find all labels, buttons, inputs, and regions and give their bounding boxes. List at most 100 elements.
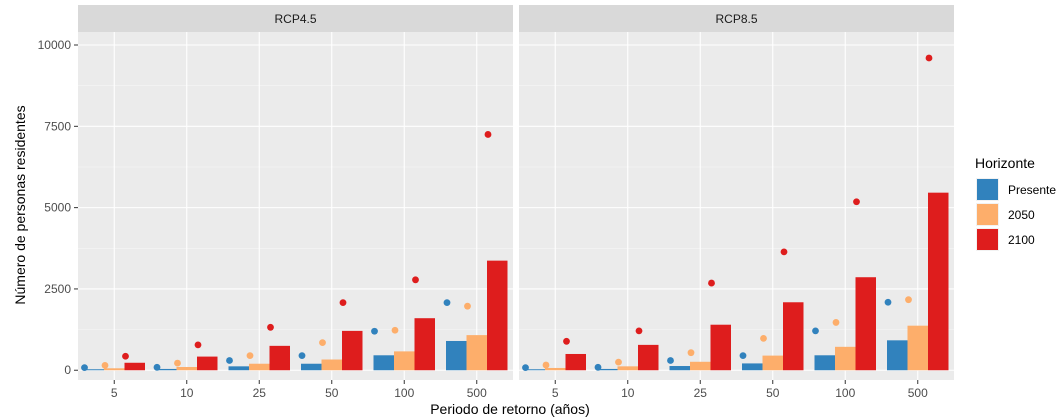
legend-label: 2100 xyxy=(1008,233,1035,247)
bar xyxy=(342,330,363,371)
point xyxy=(522,364,529,372)
point xyxy=(563,337,570,345)
point xyxy=(853,198,860,206)
bar xyxy=(617,366,638,371)
legend-key xyxy=(977,204,998,225)
legend-key xyxy=(977,179,998,200)
point xyxy=(81,364,88,372)
y-tick-label: 0 xyxy=(64,363,71,377)
y-tick-label: 2500 xyxy=(44,282,71,296)
bar xyxy=(545,367,566,371)
bar xyxy=(321,359,342,371)
bar xyxy=(814,355,835,371)
bar xyxy=(269,345,290,371)
bar xyxy=(638,344,659,371)
bar xyxy=(446,340,467,371)
y-tick-label: 5000 xyxy=(44,201,71,215)
bar xyxy=(197,356,218,371)
bar xyxy=(156,368,177,371)
point xyxy=(812,327,819,335)
bar xyxy=(487,260,508,371)
bar xyxy=(104,368,125,371)
y-tick-label: 10000 xyxy=(38,38,72,52)
bar xyxy=(373,355,394,371)
point xyxy=(298,352,306,360)
bar xyxy=(176,366,197,371)
bar xyxy=(301,363,322,371)
point xyxy=(832,319,840,326)
point xyxy=(739,352,747,360)
x-tick-label: 5 xyxy=(552,386,559,400)
x-tick-label: 100 xyxy=(394,386,414,400)
bar xyxy=(249,363,270,371)
legend-title: Horizonte xyxy=(975,155,1035,171)
x-tick-label: 5 xyxy=(111,386,118,400)
bar xyxy=(394,351,415,371)
bar xyxy=(907,325,928,371)
bar xyxy=(524,369,545,371)
point xyxy=(884,298,892,306)
bar xyxy=(669,366,690,371)
panel-title: RCP4.5 xyxy=(274,12,316,26)
bar xyxy=(887,340,908,371)
x-tick-label: 10 xyxy=(621,386,635,400)
x-tick-label: 10 xyxy=(180,386,194,400)
bar xyxy=(710,324,731,371)
point xyxy=(226,357,233,364)
bar xyxy=(783,302,804,371)
point xyxy=(391,326,399,334)
legend-key xyxy=(977,229,998,250)
bar xyxy=(414,318,435,371)
x-axis-title: Periodo de retorno (años) xyxy=(430,401,590,417)
x-tick-label: 500 xyxy=(908,386,928,400)
bar xyxy=(466,335,487,371)
point xyxy=(708,279,715,287)
x-tick-label: 500 xyxy=(467,386,487,400)
bar xyxy=(855,277,876,371)
x-tick-label: 50 xyxy=(325,386,339,400)
bar xyxy=(124,362,145,371)
bar xyxy=(835,346,856,371)
point xyxy=(905,296,912,304)
point xyxy=(174,359,181,367)
point xyxy=(464,302,471,310)
panel-rcp8-5: RCP8.5 5 10 25 50 100 500 xyxy=(519,5,954,400)
bar xyxy=(762,355,783,371)
y-axis-title: Número de personas residentes xyxy=(12,105,28,304)
point xyxy=(246,352,254,360)
legend-label: 2050 xyxy=(1008,208,1035,222)
x-tick-label: 100 xyxy=(835,386,855,400)
bar xyxy=(597,368,618,371)
point xyxy=(122,352,129,360)
point xyxy=(267,323,274,331)
point xyxy=(635,327,643,335)
bar xyxy=(928,192,949,371)
bar xyxy=(742,363,763,371)
point xyxy=(484,131,492,138)
chart-panels: RCP4.55 10 25 50 100 500025005000750010000RCP… xyxy=(38,5,954,400)
point xyxy=(443,299,451,306)
point xyxy=(412,276,419,284)
legend: Horizonte Presente 2050 2100 xyxy=(975,155,1056,251)
x-tick-label: 25 xyxy=(253,386,267,400)
point xyxy=(667,357,674,364)
point xyxy=(615,358,622,366)
panel-background xyxy=(78,32,513,380)
point xyxy=(371,327,378,335)
point xyxy=(319,339,326,346)
y-tick-label: 7500 xyxy=(44,119,71,133)
legend-label: Presente xyxy=(1008,183,1056,197)
bar xyxy=(228,366,249,371)
point xyxy=(153,363,161,371)
panel-background xyxy=(519,32,954,380)
point xyxy=(542,361,550,369)
bar xyxy=(83,369,104,371)
point xyxy=(194,341,202,349)
panel-title: RCP8.5 xyxy=(715,12,757,26)
x-tick-label: 50 xyxy=(766,386,780,400)
point xyxy=(101,361,109,369)
point xyxy=(594,363,602,371)
point xyxy=(687,349,695,357)
